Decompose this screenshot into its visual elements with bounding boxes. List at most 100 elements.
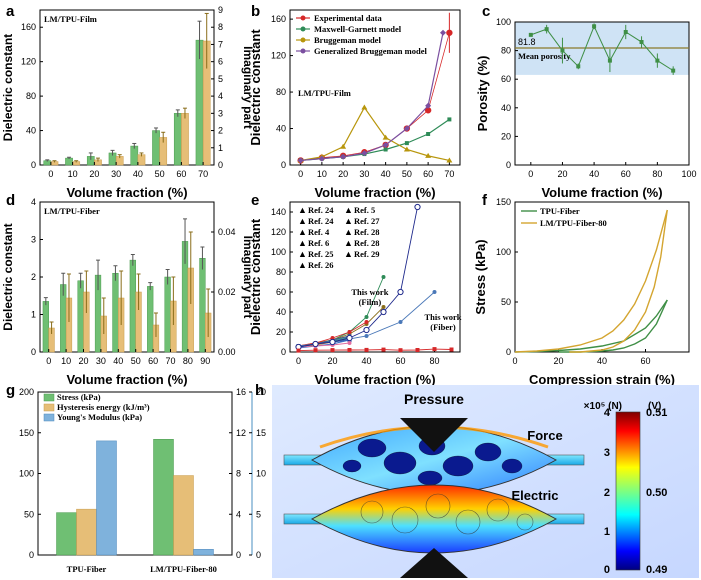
fiber-lens-electric xyxy=(310,484,558,554)
x-tick-label: 40 xyxy=(133,169,143,179)
x-tick-label: 60 xyxy=(621,169,631,179)
x-axis-label: Volume fraction (%) xyxy=(314,185,435,200)
x-tick-label: 80 xyxy=(652,169,662,179)
legend-label: Ref. 4 xyxy=(308,227,330,237)
data-point xyxy=(364,347,369,352)
pressure-label: Pressure xyxy=(404,391,464,407)
bar-imaginary xyxy=(181,113,189,166)
legend-marker: ▲ xyxy=(344,216,353,226)
y-axis-label: Stress (kPa) xyxy=(473,239,488,314)
legend-marker xyxy=(300,15,306,21)
legend-swatch xyxy=(43,413,55,422)
data-point xyxy=(623,30,628,35)
y-tick-label: 20 xyxy=(501,131,511,141)
data-point xyxy=(560,48,565,53)
y-tick-label: 0 xyxy=(281,160,286,170)
bar xyxy=(153,439,174,556)
legend-label: Stress (kPa) xyxy=(57,392,101,402)
x-tick-label: 30 xyxy=(96,356,106,366)
x-tick-label: 20 xyxy=(338,169,348,179)
x-axis-label: Volume fraction (%) xyxy=(541,185,662,200)
data-point xyxy=(432,347,437,352)
legend-label: Hysteresis energy (kJ/m³) xyxy=(57,402,150,412)
data-point xyxy=(528,32,533,37)
data-point xyxy=(340,143,347,149)
y-tick-label: 3 xyxy=(31,235,36,245)
legend-label: Ref. 29 xyxy=(354,249,380,259)
colorbar xyxy=(615,411,641,571)
x-tick-label: 40 xyxy=(597,356,607,366)
lm-droplets-electric xyxy=(360,493,534,535)
legend-marker: ▲ xyxy=(344,227,353,237)
pressure-arrow-top xyxy=(400,418,468,452)
legend-label: Ref. 24 xyxy=(308,216,334,226)
colorbar-unit-left: ×10⁵ (N) xyxy=(584,401,622,412)
legend-label: Bruggeman model xyxy=(314,35,381,45)
y-axis-label: Dielectric constant xyxy=(1,223,15,330)
data-point xyxy=(364,320,369,324)
mean-value-label: 81.8 xyxy=(518,37,536,47)
panel-label-g: g xyxy=(6,382,15,399)
y2-tick-label: 8 xyxy=(236,469,241,479)
colorbar-tick-left: 0 xyxy=(604,564,610,576)
data-point xyxy=(398,348,403,353)
data-point xyxy=(381,275,386,279)
y-tick-label: 80 xyxy=(276,87,286,97)
annotation: This work xyxy=(424,312,461,322)
annotation: (Fiber) xyxy=(430,322,456,332)
data-point xyxy=(414,203,421,211)
y2-tick-label: 12 xyxy=(236,428,246,438)
loading-curve xyxy=(514,299,668,353)
y2-tick-label: 4 xyxy=(218,91,223,101)
y2-tick-label: 5 xyxy=(256,509,261,519)
unloading-curve xyxy=(569,209,668,353)
data-point xyxy=(380,308,387,316)
bar-dielectric xyxy=(152,130,160,166)
series-line xyxy=(300,106,450,162)
legend-label: Ref. 25 xyxy=(308,249,334,259)
data-point xyxy=(655,58,660,63)
panel-a-chart: 0 10 20 30 40 50 60 70 0 40 80 120 160 0 1 2 3 4 5 6 7 8 9 LM/T… xyxy=(1,5,255,200)
y-tick-label: 100 xyxy=(496,247,511,257)
x-tick-label: 50 xyxy=(155,169,165,179)
x-axis-label: Compression strain (%) xyxy=(529,372,675,387)
panel-c-chart: 81.8 Mean porosity 0 20 40 60 80 100 0 20 40 60 80 10… xyxy=(475,17,697,200)
legend-label: Ref. 28 xyxy=(354,227,380,237)
legend-swatch xyxy=(43,393,55,402)
x-tick-label: 20 xyxy=(553,356,563,366)
pC-plot-frame xyxy=(514,21,690,166)
x-tick-label: 10 xyxy=(317,169,327,179)
annotation: This work xyxy=(351,287,388,297)
data-point xyxy=(426,132,431,136)
x-tick-label: 10 xyxy=(68,169,78,179)
x-tick-label: 50 xyxy=(131,356,141,366)
bar xyxy=(173,475,194,556)
y-tick-label: 20 xyxy=(276,327,286,337)
y-tick-label: 100 xyxy=(496,17,511,27)
legend-label: Ref. 6 xyxy=(308,238,329,248)
panel-label-c: c xyxy=(482,3,490,20)
legend-marker: ▲ xyxy=(344,205,353,215)
y-tick-label: 80 xyxy=(26,91,36,101)
x-tick-label: 20 xyxy=(78,356,88,366)
legend-label: LM/TPU-Fiber-80 xyxy=(540,218,607,228)
bar-dielectric xyxy=(42,301,49,353)
data-point xyxy=(383,147,388,152)
mean-label: Mean porosity xyxy=(518,51,571,61)
legend-label: Ref. 26 xyxy=(308,260,334,270)
y2-tick-label: 0.02 xyxy=(218,287,236,297)
x-tick-label: 40 xyxy=(381,169,391,179)
colorbar-tick-right: 0.51 xyxy=(646,407,667,419)
data-point xyxy=(544,27,549,32)
legend-label: Maxwell-Garnett model xyxy=(314,24,402,34)
y-tick-label: 200 xyxy=(19,387,34,397)
data-point xyxy=(381,305,386,309)
x-tick-label: 60 xyxy=(640,356,650,366)
data-point xyxy=(318,155,325,162)
panel-label-h: h xyxy=(255,382,264,399)
data-point xyxy=(415,348,420,352)
y-tick-label: 4 xyxy=(31,197,36,207)
colorbar-tick-right: 0.50 xyxy=(646,487,667,499)
y-tick-label: 160 xyxy=(271,14,286,24)
y2-tick-label: 0 xyxy=(218,160,223,170)
